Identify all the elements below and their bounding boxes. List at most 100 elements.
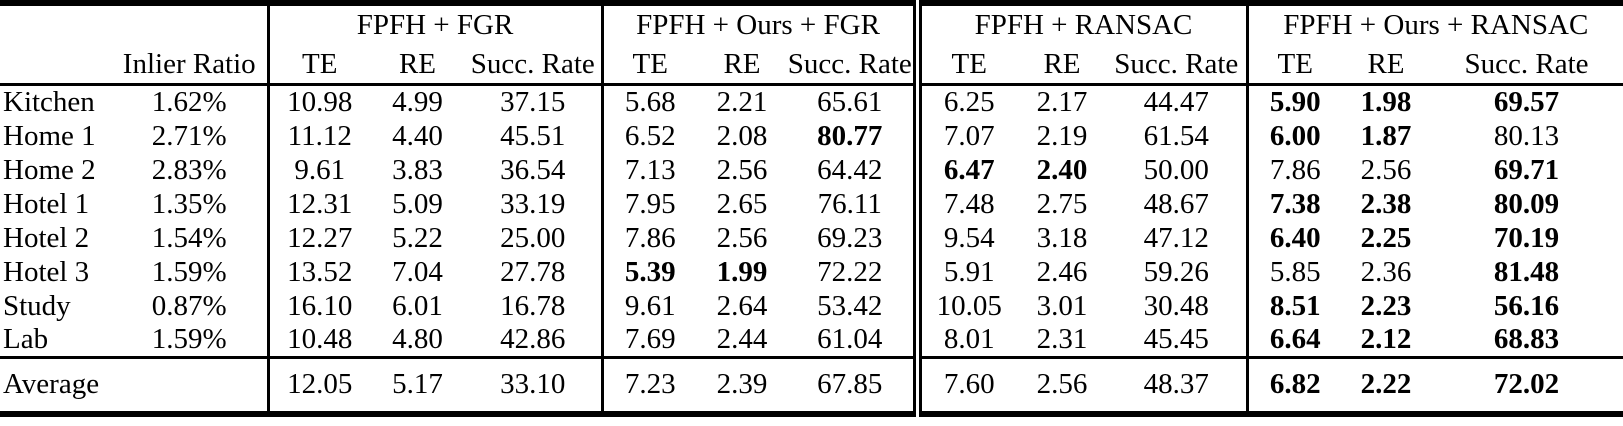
col-header-succ-rate: Succ. Rate xyxy=(1114,47,1239,80)
corner-cell xyxy=(0,3,268,45)
metric-cell: 69.71 xyxy=(1493,153,1560,186)
col-header-inlier-ratio: Inlier Ratio xyxy=(122,47,256,80)
metric-cell: 3.01 xyxy=(1036,289,1088,322)
row-label: Average xyxy=(3,368,100,401)
metric-cell: 8.01 xyxy=(912,323,1017,358)
table-row: Home 1 2.71% 11.12 4.40 45.51 6.52 2.08 80.77 7.… xyxy=(0,119,1623,153)
metric-cell: 7.13 xyxy=(600,153,697,187)
metric-cell: 16.10 xyxy=(266,289,370,323)
metric-cell: 1.87 xyxy=(1360,119,1412,152)
metric-cell: 30.48 xyxy=(1143,289,1209,322)
metric-cell: 2.23 xyxy=(1360,289,1412,322)
metric-cell: 69.23 xyxy=(817,221,883,254)
group-header-fpfh-ours-fgr: FPFH + Ours + FGR xyxy=(600,3,917,45)
inlier-ratio-cell: 2.71% xyxy=(151,119,227,152)
col-header-re: RE xyxy=(723,47,761,80)
inlier-ratio-cell: 2.83% xyxy=(151,153,227,186)
metric-cell: 72.02 xyxy=(1493,368,1560,401)
metric-cell: 6.82 xyxy=(1245,357,1342,414)
metric-cell: 2.56 xyxy=(1036,368,1088,401)
metric-cell: 2.19 xyxy=(1036,119,1088,152)
table-row: Home 2 2.83% 9.61 3.83 36.54 7.13 2.56 64.42 6.4… xyxy=(0,153,1623,187)
metric-cell: 9.61 xyxy=(266,153,370,187)
metric-cell: 7.86 xyxy=(600,221,697,255)
metric-cell: 80.13 xyxy=(1493,119,1560,152)
metric-cell: 1.98 xyxy=(1360,86,1412,118)
metric-cell: 7.48 xyxy=(912,187,1017,221)
metric-cell: 12.31 xyxy=(266,187,370,221)
metric-cell: 7.69 xyxy=(600,323,697,358)
metric-cell: 4.99 xyxy=(392,86,443,118)
inlier-ratio-cell: 0.87% xyxy=(151,289,227,322)
metric-cell: 6.52 xyxy=(600,119,697,153)
metric-cell: 5.68 xyxy=(600,84,697,119)
metric-cell: 5.39 xyxy=(600,255,697,289)
row-label: Home 1 xyxy=(3,119,96,152)
metric-cell: 2.64 xyxy=(716,289,768,322)
row-label: Lab xyxy=(3,323,49,355)
metric-cell: 2.56 xyxy=(716,153,768,186)
table-row: Hotel 3 1.59% 13.52 7.04 27.78 5.39 1.99 72.22 5… xyxy=(0,255,1623,289)
metric-cell: 10.05 xyxy=(912,289,1017,323)
row-label: Hotel 1 xyxy=(3,187,90,220)
inlier-ratio-cell: 1.59% xyxy=(151,323,227,355)
metric-cell: 36.54 xyxy=(500,153,566,186)
metric-cell: 25.00 xyxy=(500,221,566,254)
table-row: Lab 1.59% 10.48 4.80 42.86 7.69 2.44 61.04 8.01 2… xyxy=(0,323,1623,358)
metric-cell: 70.19 xyxy=(1493,221,1560,254)
metric-cell: 2.56 xyxy=(716,221,768,254)
metric-cell: 7.60 xyxy=(912,357,1017,414)
metric-cell: 7.23 xyxy=(600,357,697,414)
metric-cell: 64.42 xyxy=(817,153,883,186)
metric-cell: 7.04 xyxy=(392,255,443,288)
metric-cell: 7.07 xyxy=(912,119,1017,153)
metric-cell: 3.83 xyxy=(392,153,443,186)
metric-cell: 2.56 xyxy=(1360,153,1412,186)
metric-cell: 13.52 xyxy=(266,255,370,289)
metric-cell: 48.67 xyxy=(1143,187,1209,220)
metric-cell: 5.90 xyxy=(1245,84,1342,119)
inlier-ratio-cell: 1.59% xyxy=(151,255,227,288)
empty-label-header xyxy=(0,45,112,85)
metric-cell: 2.22 xyxy=(1360,368,1412,401)
metric-cell: 2.38 xyxy=(1360,187,1412,220)
col-header-te: TE xyxy=(912,45,1017,85)
row-label: Home 2 xyxy=(3,153,96,186)
metric-cell: 45.51 xyxy=(500,119,566,152)
table-row: Kitchen 1.62% 10.98 4.99 37.15 5.68 2.21 65.61 6… xyxy=(0,84,1623,119)
metric-cell: 10.98 xyxy=(266,84,370,119)
metric-cell: 59.26 xyxy=(1143,255,1209,288)
metric-cell: 76.11 xyxy=(817,187,882,220)
metric-cell: 2.39 xyxy=(716,368,768,401)
group-header-fpfh-fgr: FPFH + FGR xyxy=(266,3,602,45)
metric-cell: 3.18 xyxy=(1036,221,1088,254)
metric-cell: 11.12 xyxy=(266,119,370,153)
row-label: Hotel 2 xyxy=(3,221,90,254)
metric-cell: 2.31 xyxy=(1036,323,1088,355)
metric-cell: 56.16 xyxy=(1493,289,1560,322)
metric-cell: 1.99 xyxy=(716,255,768,288)
metric-cell: 65.61 xyxy=(817,86,883,118)
metric-cell: 6.47 xyxy=(912,153,1017,187)
metric-cell: 6.64 xyxy=(1245,323,1342,358)
table-body: Kitchen 1.62% 10.98 4.99 37.15 5.68 2.21 65.61 6… xyxy=(0,84,1623,414)
metric-cell: 6.01 xyxy=(392,289,443,322)
metric-cell: 33.19 xyxy=(500,187,566,220)
metric-cell: 2.44 xyxy=(716,323,768,355)
group-header-fpfh-ransac: FPFH + RANSAC xyxy=(912,3,1247,45)
group-header-fpfh-ours-ransac: FPFH + Ours + RANSAC xyxy=(1245,3,1623,45)
metric-cell: 2.17 xyxy=(1036,86,1088,118)
metric-cell: 2.75 xyxy=(1036,187,1088,220)
metric-cell: 9.54 xyxy=(912,221,1017,255)
col-header-succ-rate: Succ. Rate xyxy=(470,47,595,80)
metric-cell: 33.10 xyxy=(500,368,566,401)
metric-cell: 80.09 xyxy=(1493,187,1560,220)
metric-cell: 44.47 xyxy=(1143,86,1209,118)
metric-cell: 42.86 xyxy=(500,323,566,355)
metric-cell: 81.48 xyxy=(1493,255,1560,288)
metric-cell: 72.22 xyxy=(817,255,883,288)
table-row: Hotel 1 1.35% 12.31 5.09 33.19 7.95 2.65 76.11 7… xyxy=(0,187,1623,221)
metric-cell: 53.42 xyxy=(817,289,883,322)
col-header-te: TE xyxy=(266,45,370,85)
metric-cell: 2.08 xyxy=(716,119,768,152)
